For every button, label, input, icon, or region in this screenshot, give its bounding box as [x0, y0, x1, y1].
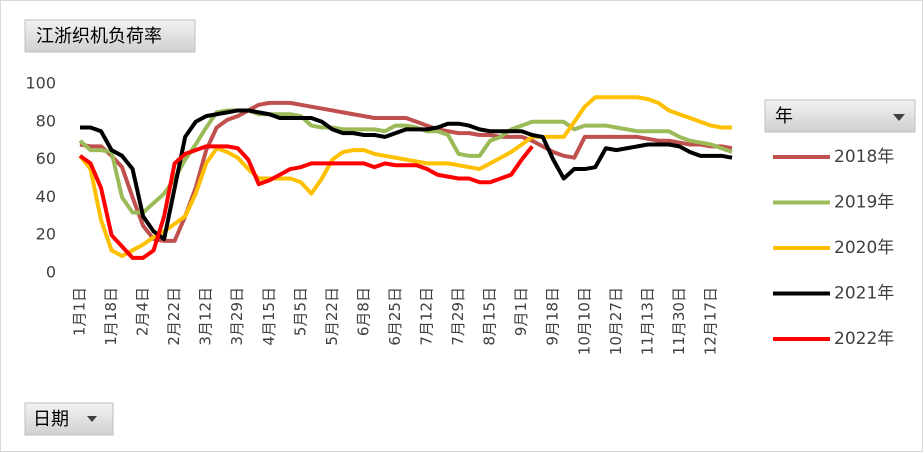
x-tick-label: 7月29日	[449, 287, 467, 346]
y-tick-label: 80	[36, 111, 56, 130]
x-tick-label: 10月10日	[575, 287, 593, 355]
series-line	[78, 95, 732, 258]
x-tick-label: 3月29日	[228, 287, 246, 346]
legend-label: 2021年	[834, 284, 894, 304]
x-tick-label: 12月17日	[701, 287, 719, 355]
y-tick-label: 20	[36, 225, 56, 244]
y-tick-label: 100	[25, 74, 56, 93]
x-tick-label: 11月13日	[638, 287, 656, 355]
y-tick-label: 60	[36, 149, 56, 168]
field-label: 日期	[33, 409, 69, 430]
y-tick-label: 0	[46, 263, 56, 282]
x-tick-label: 8月15日	[481, 287, 499, 346]
legend-label: 2018年	[834, 147, 894, 167]
x-tick-label: 9月18日	[544, 287, 562, 346]
dropdown-arrow	[893, 114, 905, 121]
chart-title: 江浙织机负荷率	[36, 26, 162, 47]
legend-label: 2019年	[834, 193, 894, 213]
dropdown-arrow	[87, 416, 97, 422]
x-tick-label: 1月1日	[71, 287, 89, 336]
x-tick-label: 2月22日	[165, 287, 183, 346]
x-tick-label: 1月18日	[102, 287, 120, 346]
legend-title: 年	[775, 106, 793, 127]
x-tick-label: 7月12日	[418, 287, 436, 346]
x-tick-label: 11月30日	[670, 287, 688, 355]
field-button[interactable]	[24, 402, 114, 436]
x-tick-label: 3月12日	[197, 287, 215, 346]
x-tick-label: 6月25日	[386, 287, 404, 346]
series-line	[78, 144, 534, 260]
x-tick-label: 6月8日	[354, 287, 372, 336]
series-line	[80, 108, 733, 241]
x-tick-label: 2月4日	[134, 287, 152, 336]
y-tick-label: 40	[36, 187, 56, 206]
legend-label: 2022年	[834, 329, 894, 349]
x-tick-label: 10月27日	[607, 287, 625, 355]
x-tick-label: 4月15日	[260, 287, 278, 346]
x-tick-label: 9月1日	[512, 287, 530, 336]
x-tick-label: 5月22日	[323, 287, 341, 346]
legend-label: 2020年	[834, 238, 894, 258]
x-tick-label: 5月5日	[291, 287, 309, 336]
title-button[interactable]	[24, 19, 196, 53]
legend-header[interactable]	[764, 99, 916, 133]
